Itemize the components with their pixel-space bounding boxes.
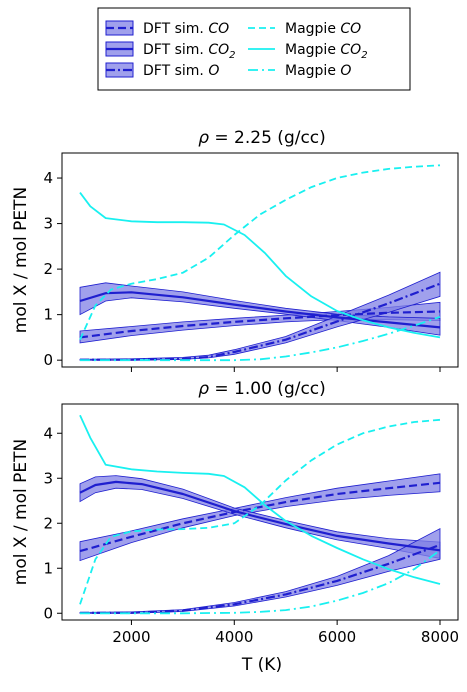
series-line-dft_co — [79, 310, 441, 339]
series-line-mag_co2 — [79, 414, 441, 585]
legend: DFT sim. CO DFT sim. CO2 DFT sim. O Magpie … — [97, 7, 411, 91]
legend-label-mag_co: Magpie CO — [285, 21, 361, 37]
band-dft_co — [79, 473, 441, 562]
plot-frame — [61, 152, 459, 368]
y-tick-label: 2 — [43, 260, 53, 278]
series-line-mag_o — [80, 549, 441, 615]
y-tick-label: 0 — [43, 604, 53, 622]
panel-title-bottom: ρ = 1.00 (g/cc) — [198, 379, 326, 399]
panel-title-bottom-rho: ρ — [198, 379, 209, 399]
x-tick-label: 4000 — [215, 628, 253, 646]
y-tick-label: 0 — [43, 351, 53, 369]
y-tick-label: 3 — [43, 215, 53, 233]
legend-label-dft_co: DFT sim. CO — [143, 21, 229, 37]
x-axis-label: T (K) — [241, 655, 282, 675]
series-line-mag_co2 — [79, 192, 441, 339]
legend-label-dft_co2: DFT sim. CO2 — [143, 42, 235, 61]
legend-label-mag_co2: Magpie CO2 — [285, 42, 368, 61]
y-axis-label-bottom: mol X / mol PETN — [11, 439, 31, 585]
series-line-mag_co — [79, 164, 441, 341]
series-line-dft_co2 — [79, 291, 441, 329]
panel-title-top-rho: ρ — [198, 128, 209, 148]
legend-label-mag_o: Magpie O — [285, 63, 351, 79]
series-line-mag_co — [79, 418, 441, 605]
chart-panel-top: 0 1 2 3 4 — [43, 152, 459, 372]
y-tick-label: 3 — [43, 469, 53, 487]
chart-panel-bottom: 0 1 2 3 4 2000 4000 6000 8000 — [43, 403, 459, 646]
series-line-dft_co2 — [79, 480, 441, 552]
y-tick-label: 4 — [43, 424, 53, 442]
legend-label-dft_o: DFT sim. O — [143, 63, 219, 79]
y-tick-label: 4 — [43, 169, 53, 187]
x-tick-label: 2000 — [112, 628, 150, 646]
x-tick-label: 8000 — [421, 628, 459, 646]
series-line-dft_co — [79, 481, 441, 553]
series-line-dft_o — [80, 543, 441, 614]
series-line-mag_o — [80, 316, 441, 362]
panel-title-bottom-rest: = 1.00 (g/cc) — [209, 379, 326, 399]
y-tick-label: 2 — [43, 514, 53, 532]
plot-frame — [61, 403, 459, 621]
panel-title-top: ρ = 2.25 (g/cc) — [198, 128, 326, 148]
y-tick-label: 1 — [43, 559, 53, 577]
panel-title-top-rest: = 2.25 (g/cc) — [209, 128, 326, 148]
y-axis-label-top: mol X / mol PETN — [11, 187, 31, 333]
y-tick-label: 1 — [43, 306, 53, 324]
x-tick-label: 6000 — [318, 628, 356, 646]
